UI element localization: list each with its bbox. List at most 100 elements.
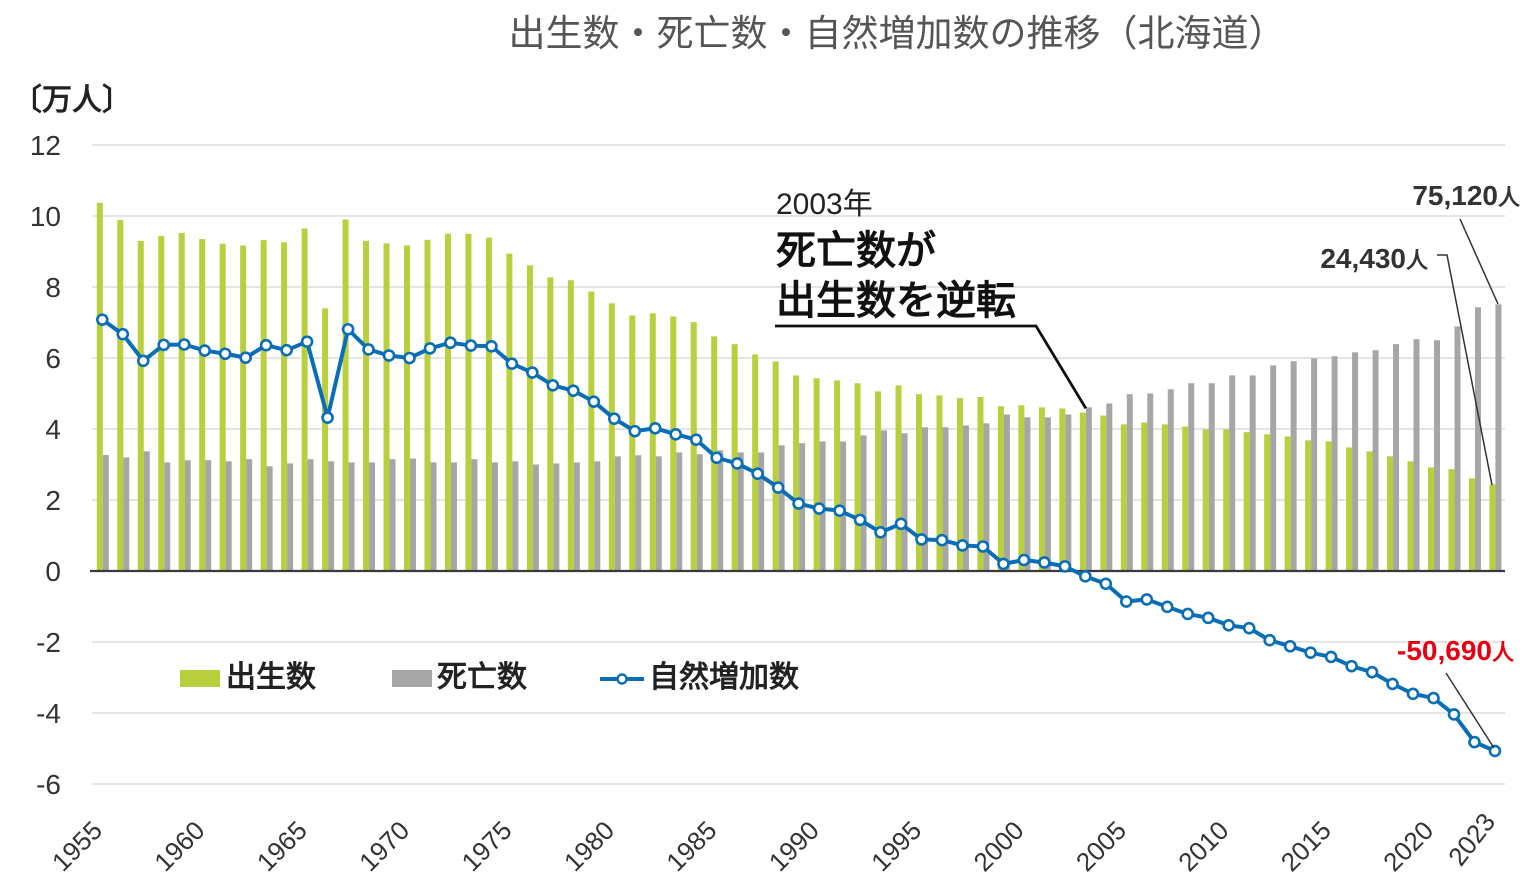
legend-swatch-births <box>180 670 220 687</box>
bar-deaths <box>676 452 683 571</box>
natural-increase-marker <box>136 354 150 368</box>
bar-births <box>485 237 492 571</box>
bar-deaths <box>307 459 314 571</box>
births-2023-value: 24,430人 <box>1320 243 1428 274</box>
legend-swatch-deaths <box>392 670 432 687</box>
bar-births <box>240 245 247 571</box>
bar-deaths <box>287 463 294 571</box>
y-tick-label: 12 <box>30 130 61 161</box>
natural-increase-marker <box>648 421 662 435</box>
natural-increase-marker <box>1038 556 1051 569</box>
natural-increase-marker <box>116 327 130 341</box>
y-tick-label: -4 <box>36 698 61 729</box>
bar-births <box>363 240 370 571</box>
births-2023-unit: 人 <box>1406 248 1428 273</box>
bar-births <box>1018 405 1025 571</box>
natural-increase-2023-leader-line <box>1445 672 1495 749</box>
legend-marker-natural-increase <box>616 673 628 685</box>
natural-increase-marker <box>300 335 314 348</box>
bar-births <box>117 219 124 571</box>
bar-deaths <box>962 425 969 571</box>
bar-deaths <box>225 461 232 571</box>
bar-births <box>588 291 595 571</box>
bar-births <box>322 308 329 571</box>
x-tick-label: 2023 <box>1442 807 1501 871</box>
bar-deaths <box>758 452 765 571</box>
bar-births <box>281 242 288 571</box>
natural-increase-marker <box>1160 600 1174 614</box>
natural-increase-marker <box>444 336 457 350</box>
natural-increase-marker <box>956 539 969 552</box>
natural-increase-marker <box>1242 621 1256 635</box>
bar-births <box>547 277 554 571</box>
natural-increase-marker <box>1468 735 1481 749</box>
bar-births <box>629 315 636 571</box>
bar-deaths <box>901 433 908 571</box>
bar-births <box>772 361 779 571</box>
natural-increase-marker <box>177 338 191 351</box>
bar-births <box>1325 441 1332 571</box>
bar-births <box>1305 440 1312 571</box>
bar-births <box>997 406 1004 571</box>
bar-deaths <box>983 423 990 571</box>
bar-births <box>1223 429 1230 571</box>
natural-increase-marker <box>218 347 232 361</box>
bar-births <box>895 385 902 571</box>
bar-deaths <box>1290 361 1297 571</box>
x-tick-label: 2005 <box>1070 815 1132 877</box>
natural-increase-marker <box>1140 593 1154 606</box>
legend-item-natural-increase: 自然増加数 <box>600 660 800 694</box>
legend-label-natural-increase: 自然増加数 <box>649 660 800 694</box>
bar-births <box>342 219 349 572</box>
bar-deaths <box>205 460 212 571</box>
x-tick-label: 1990 <box>763 815 825 877</box>
bar-deaths <box>123 457 130 571</box>
bar-births <box>813 378 820 571</box>
bar-deaths <box>594 461 601 571</box>
natural-increase-marker <box>976 540 990 553</box>
bar-deaths <box>1311 358 1318 571</box>
bar-births <box>1489 484 1496 571</box>
bar-deaths <box>614 456 621 571</box>
bar-deaths <box>1249 375 1256 571</box>
natural-increase-2023-label: -50,690人 <box>1397 635 1514 749</box>
natural-increase-marker <box>935 533 949 547</box>
natural-increase-marker <box>546 379 560 392</box>
natural-increase-marker <box>874 526 887 539</box>
bar-deaths <box>573 462 580 571</box>
y-tick-label: -2 <box>36 627 61 658</box>
y-tick-label: 10 <box>30 201 61 232</box>
annotation-year: 2003年 <box>776 188 873 221</box>
x-tick-label: 2015 <box>1275 815 1337 877</box>
bar-births <box>1100 415 1107 571</box>
bar-births <box>1059 408 1066 571</box>
bar-deaths <box>1393 344 1400 571</box>
bar-births <box>1407 461 1414 571</box>
births-2023-leader-line <box>1437 254 1493 486</box>
natural-increase-marker <box>853 513 867 527</box>
natural-increase-marker <box>628 424 642 438</box>
natural-increase-marker <box>1263 633 1276 647</box>
x-tick-label: 1975 <box>456 815 518 877</box>
natural-increase-marker <box>96 313 109 326</box>
natural-increase-2023-number: -50,690 <box>1397 635 1492 666</box>
bar-deaths <box>655 456 662 571</box>
annotation-leader-line <box>775 324 1088 410</box>
natural-increase-marker <box>403 351 416 365</box>
bar-births <box>731 344 738 571</box>
bar-births <box>96 202 103 572</box>
bar-births <box>1120 424 1127 571</box>
bar-births <box>936 395 943 571</box>
natural-increase-marker <box>1222 619 1235 632</box>
bar-births <box>219 243 226 571</box>
bar-deaths <box>881 430 888 571</box>
bar-deaths <box>737 452 744 571</box>
bar-births <box>608 303 615 571</box>
bar-deaths <box>1126 394 1133 571</box>
bar-deaths <box>1003 414 1010 571</box>
bar-births <box>178 233 185 572</box>
bar-deaths <box>328 461 335 571</box>
bar-deaths <box>1208 383 1215 571</box>
bar-births <box>383 243 390 571</box>
bar-deaths <box>471 459 478 571</box>
